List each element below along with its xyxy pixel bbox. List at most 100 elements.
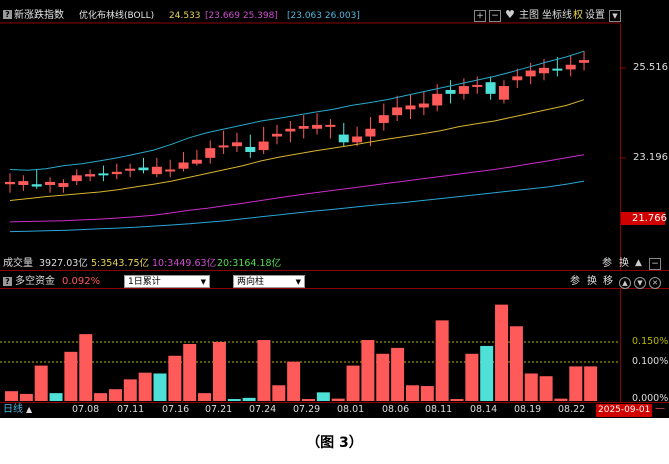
heart-icon[interactable]: ♥	[505, 8, 515, 21]
sub-close-icon[interactable]: ✕	[649, 277, 661, 289]
candle	[58, 179, 69, 193]
chevron-down-icon: ▼	[200, 278, 206, 286]
bar-mode-dropdown[interactable]: 两向柱 ▼	[233, 275, 305, 288]
fund-bar	[480, 345, 494, 401]
sub-down-icon[interactable]: ▼	[634, 277, 646, 289]
period-up-icon[interactable]: ▲	[26, 405, 33, 414]
boll-mid-value: 24.533	[169, 11, 201, 21]
fund-bar	[123, 379, 137, 401]
candle	[445, 80, 456, 104]
vol-close-icon[interactable]: −	[649, 258, 661, 270]
date-tick-label: 08.14	[470, 404, 498, 415]
candle	[378, 103, 389, 131]
zoom-out-button[interactable]: −	[489, 10, 501, 22]
sub-indicator-name: 多空资金	[15, 276, 55, 287]
candle	[5, 173, 15, 193]
candle	[298, 115, 309, 139]
candle	[565, 55, 576, 77]
boll-lower-line	[9, 154, 585, 223]
sub-axis-100: 0.100%	[632, 356, 669, 367]
volume-ma5: 5:3543.75亿	[91, 258, 150, 269]
date-tick-label: 08.19	[514, 404, 542, 415]
fund-bar	[450, 399, 464, 401]
candle	[325, 119, 336, 139]
candle	[245, 134, 256, 158]
collapse-icon[interactable]: ▼	[609, 10, 621, 22]
volume-ma20: 20:3164.18亿	[217, 258, 282, 269]
coord-line-button[interactable]: 坐标线	[542, 10, 572, 21]
vol-switch-button[interactable]: 换	[619, 258, 629, 269]
candle	[365, 117, 376, 147]
main-chart-button[interactable]: 主图	[519, 10, 539, 21]
fund-bar	[19, 393, 33, 401]
zoom-in-button[interactable]: +	[474, 10, 486, 22]
date-tick-label: 08.22	[558, 404, 586, 415]
candle	[458, 78, 469, 100]
period-dropdown-value: 1日累计	[128, 277, 161, 287]
candle	[579, 51, 590, 71]
sub-up-icon[interactable]: ▲	[619, 277, 631, 289]
fund-bar	[465, 353, 479, 401]
fund-bar	[212, 342, 226, 401]
sub-switch-button[interactable]: 换	[587, 276, 597, 287]
fund-bar	[5, 391, 18, 401]
vol-params-button[interactable]: 参	[602, 258, 612, 269]
fund-bar	[331, 398, 345, 401]
sub-axis-150: 0.150%	[632, 336, 669, 347]
volume-ma10: 10:3449.63亿	[152, 258, 217, 269]
help-icon[interactable]: ?	[3, 10, 12, 19]
fund-bar	[168, 355, 182, 401]
indicator-name: 新涨跌指数	[14, 10, 64, 21]
candle	[218, 130, 229, 154]
candle	[165, 159, 176, 178]
fund-bar	[316, 392, 330, 401]
candle	[98, 165, 109, 182]
price-chart[interactable]	[0, 0, 669, 418]
fund-bar	[138, 372, 152, 401]
fund-bar	[554, 398, 568, 401]
fund-bar	[198, 393, 212, 401]
sub-params-button[interactable]: 参	[570, 276, 580, 287]
fund-bar	[376, 353, 390, 401]
date-tick-label: 07.29	[293, 404, 321, 415]
candle	[485, 76, 496, 100]
chevron-down-icon: ▼	[295, 278, 301, 286]
bottom-dash-icon[interactable]: —	[655, 403, 665, 414]
date-tick-label: 08.06	[382, 404, 410, 415]
volume-value: 3927.03亿	[39, 258, 88, 269]
rights-button[interactable]: 权	[573, 10, 583, 21]
fund-bar	[242, 397, 256, 401]
candle	[418, 91, 429, 116]
period-dropdown[interactable]: 1日累计 ▼	[124, 275, 210, 288]
date-tick-label: 08.11	[425, 404, 453, 415]
sub-help-icon[interactable]: ?	[3, 277, 12, 286]
fund-bar	[346, 365, 360, 401]
candle	[498, 80, 509, 104]
fund-bar	[524, 373, 538, 401]
sub-move-button[interactable]: 移	[603, 276, 613, 287]
boll-lower2-line	[9, 180, 585, 233]
candle	[352, 126, 363, 147]
date-tick-label: 07.24	[249, 404, 277, 415]
current-price-tag: 21.766	[621, 212, 667, 225]
fund-bar	[49, 393, 63, 401]
candle	[258, 126, 269, 154]
fund-bar	[287, 361, 301, 401]
boll-mid-line	[9, 99, 585, 201]
fund-bar	[153, 373, 167, 401]
fund-bar	[227, 399, 241, 401]
candle	[405, 93, 416, 120]
price-label-mid: 23.196	[633, 152, 668, 163]
fund-bar	[64, 351, 78, 401]
period-label[interactable]: 日线	[3, 404, 23, 415]
volume-label: 成交量	[3, 258, 33, 269]
fund-bar	[435, 320, 449, 401]
candle	[45, 177, 56, 193]
fund-bar	[391, 347, 405, 401]
candle	[18, 175, 29, 191]
fund-bar	[272, 385, 286, 401]
vol-move-up-icon[interactable]: ▲	[635, 258, 642, 268]
boll-band-2: [23.063 26.003]	[287, 11, 360, 21]
fund-bar	[108, 389, 122, 401]
settings-button[interactable]: 设置	[585, 10, 605, 21]
